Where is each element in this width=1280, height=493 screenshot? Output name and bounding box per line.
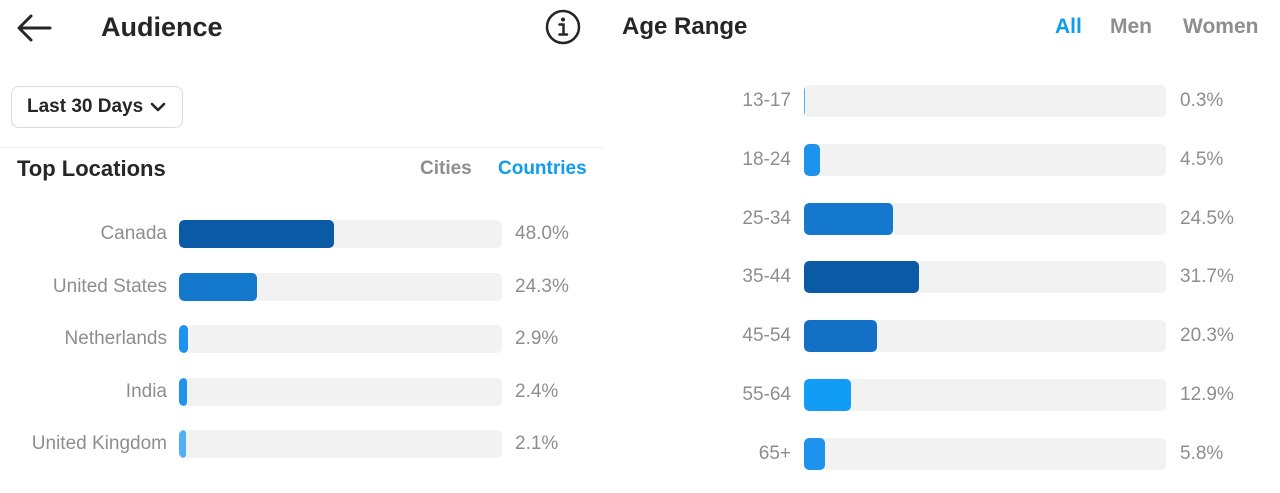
age-range-title: Age Range xyxy=(622,13,748,40)
age-range-bar-fill xyxy=(804,437,825,470)
tab-countries[interactable]: Countries xyxy=(498,158,587,179)
top-locations-bar-fill xyxy=(179,325,189,353)
top-locations-bar-fill xyxy=(179,377,187,406)
age-range-value: 31.7% xyxy=(1180,266,1234,288)
age-range-bar-fill xyxy=(804,143,821,176)
age-range-bar-track xyxy=(804,437,1166,470)
top-locations-bar-track xyxy=(179,272,502,301)
tab-men[interactable]: Men xyxy=(1110,15,1152,38)
top-locations-bar-fill xyxy=(179,220,335,248)
top-locations-title: Top Locations xyxy=(17,156,166,181)
age-range-value: 5.8% xyxy=(1180,442,1224,464)
arrow-left-icon[interactable] xyxy=(14,10,56,46)
top-locations-label: Canada xyxy=(100,223,167,244)
top-locations-bar-track xyxy=(179,325,502,353)
age-range-bar-fill xyxy=(804,85,806,117)
top-locations-value: 2.1% xyxy=(515,433,559,454)
top-locations-bar-track xyxy=(179,220,502,248)
info-circle-icon[interactable] xyxy=(544,8,582,46)
tab-women[interactable]: Women xyxy=(1183,15,1259,38)
age-range-value: 4.5% xyxy=(1180,148,1224,170)
chevron-down-icon xyxy=(150,102,166,112)
age-range-bar-fill xyxy=(804,202,893,235)
age-range-value: 24.5% xyxy=(1180,207,1234,229)
top-locations-value: 2.9% xyxy=(515,328,559,349)
age-range-bar-track xyxy=(804,143,1166,176)
top-locations-bar-track xyxy=(179,430,502,458)
top-locations-label: United States xyxy=(52,275,167,297)
age-range-bar-track xyxy=(804,261,1166,294)
age-range-label: 25-34 xyxy=(742,207,791,229)
tab-cities[interactable]: Cities xyxy=(420,158,472,179)
age-range-label: 45-54 xyxy=(742,325,791,347)
age-range-bar-fill xyxy=(804,261,919,294)
page-title: Audience xyxy=(101,12,223,42)
age-range-label: 65+ xyxy=(758,442,791,464)
top-locations-value: 24.3% xyxy=(515,275,569,297)
top-locations-value: 48.0% xyxy=(515,223,569,244)
top-locations-bar-fill xyxy=(179,272,258,301)
age-range-label: 35-44 xyxy=(742,266,791,288)
tab-all[interactable]: All xyxy=(1055,15,1082,38)
age-range-value: 20.3% xyxy=(1180,325,1234,347)
top-locations-label: United Kingdom xyxy=(31,433,167,454)
age-range-bar-fill xyxy=(804,320,878,353)
age-range-bar-track xyxy=(804,379,1166,411)
age-range-value: 0.3% xyxy=(1180,90,1224,111)
top-locations-value: 2.4% xyxy=(515,380,559,402)
age-range-label: 18-24 xyxy=(742,148,791,170)
age-range-bar-track xyxy=(804,320,1166,353)
age-range-label: 13-17 xyxy=(742,90,791,111)
age-range-bar-fill xyxy=(804,379,851,411)
age-range-value: 12.9% xyxy=(1180,384,1234,405)
top-locations-bar-fill xyxy=(179,430,186,458)
divider xyxy=(0,147,603,148)
top-locations-label: Netherlands xyxy=(64,328,167,349)
age-range-bar-track xyxy=(804,85,1166,117)
date-range-label: Last 30 Days xyxy=(27,96,144,117)
top-locations-bar-track xyxy=(179,377,502,406)
top-locations-label: India xyxy=(125,380,167,402)
age-range-bar-track xyxy=(804,202,1166,235)
age-range-label: 55-64 xyxy=(742,384,791,405)
date-range-dropdown[interactable]: Last 30 Days xyxy=(11,86,183,128)
